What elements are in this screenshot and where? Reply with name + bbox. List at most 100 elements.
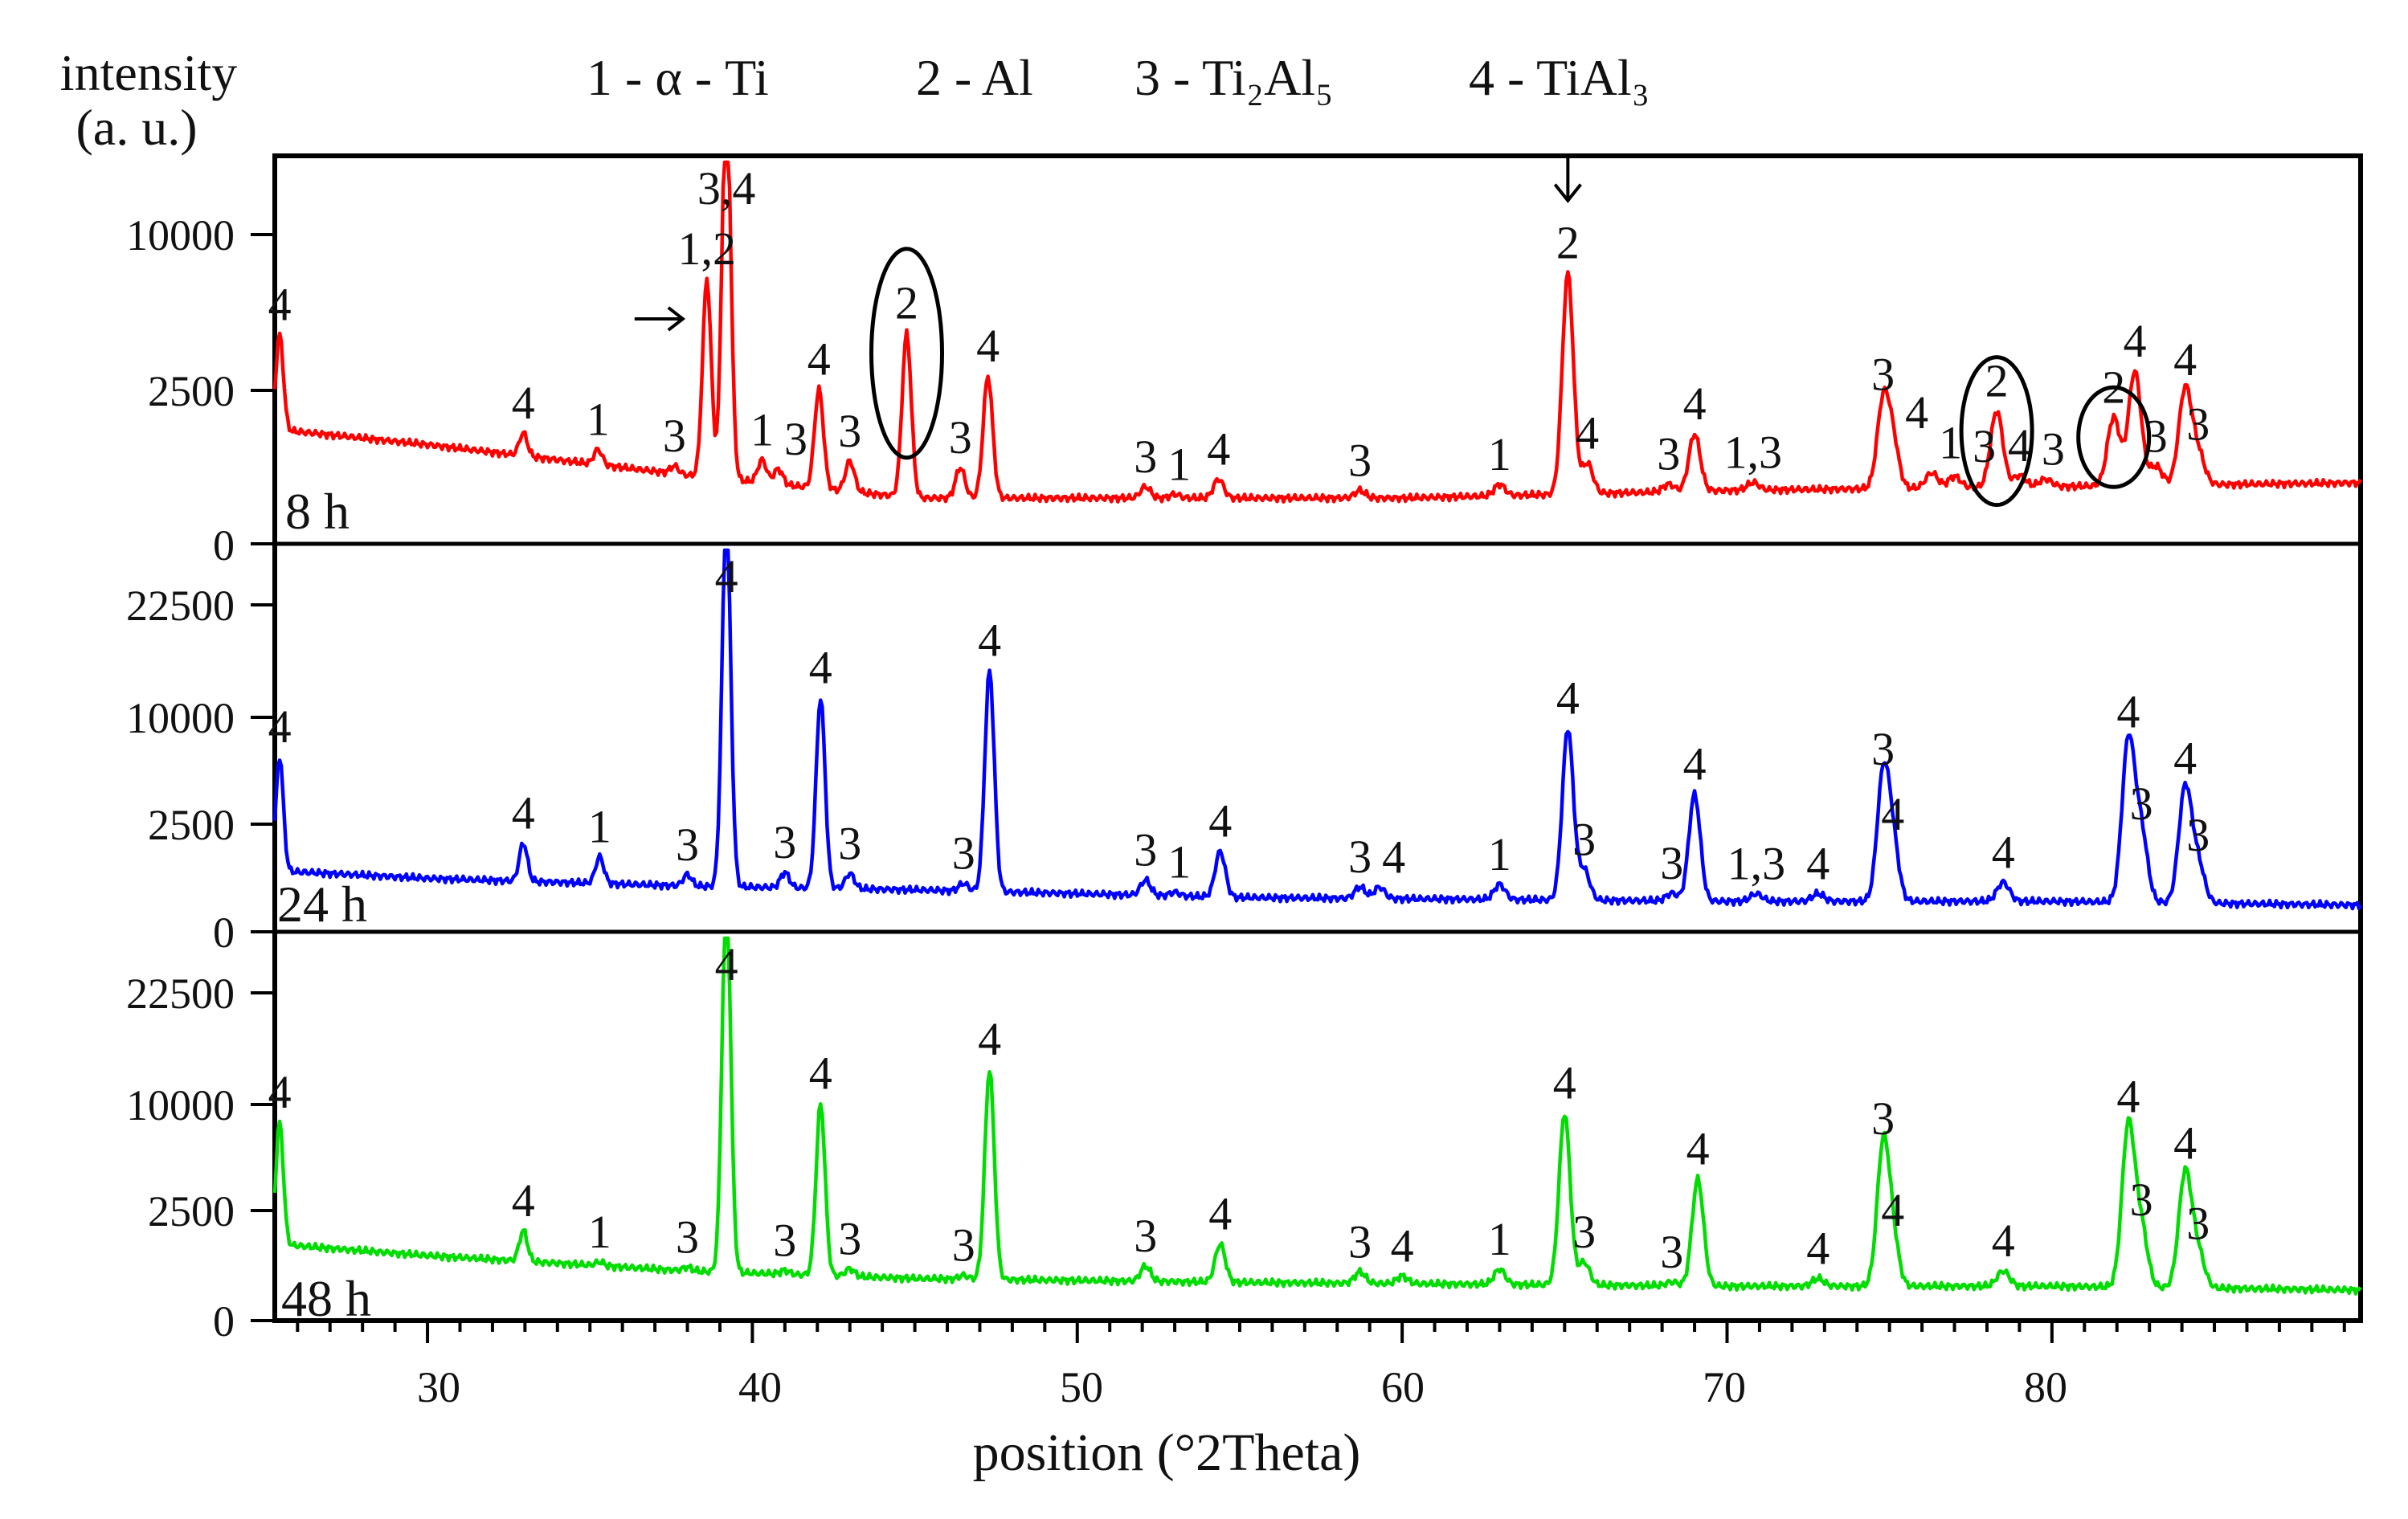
peak-label: 4 (512, 1174, 535, 1227)
peak-label: 4 (2124, 315, 2147, 367)
peak-label: 3,4 (697, 162, 756, 214)
peak-label: 4 (268, 278, 292, 330)
peak-label: 4 (1553, 1056, 1576, 1109)
y-tick-label: 0 (213, 521, 235, 570)
y-tick-label: 0 (213, 1297, 235, 1345)
x-tick-label: 40 (738, 1363, 782, 1411)
peak-label: 3 (1572, 1206, 1596, 1258)
peak-label: 3 (952, 827, 975, 880)
x-tick-label: 80 (2024, 1363, 2067, 1411)
y-tick-label: 2500 (148, 801, 235, 849)
peak-label: 4 (1683, 738, 1707, 790)
peak-label: 1,3 (1724, 427, 1783, 479)
peak-label: 4 (978, 614, 1001, 666)
peak-label: 3 (952, 1219, 975, 1272)
annotation-arrow (634, 306, 686, 332)
x-tick-label: 50 (1060, 1363, 1103, 1411)
legend-item-al: 2 - Al (916, 49, 1033, 106)
y-tick-label: 10000 (126, 1081, 235, 1129)
peak-highlight-ellipse (1959, 355, 2034, 508)
peak-label: 4 (512, 377, 535, 429)
peak-label: 3 (1348, 831, 1372, 883)
peak-highlight-ellipse (2076, 385, 2152, 489)
plot-frame (272, 153, 2363, 1323)
peak-label: 3 (2042, 423, 2065, 475)
peak-label: 4 (1881, 1184, 1904, 1236)
peak-label: 1 (588, 801, 611, 853)
peak-label: 3 (1871, 349, 1895, 401)
peak-label: 4 (2173, 733, 2197, 785)
peak-label: 4 (1806, 1223, 1830, 1275)
peak-label: 1 (1488, 428, 1511, 480)
x-tick-label: 70 (1703, 1363, 1746, 1411)
y-tick-label: 10000 (126, 694, 235, 742)
peak-label: 3 (1348, 1215, 1372, 1268)
peak-label: 4 (268, 700, 292, 753)
peak-label: 3 (1134, 1210, 1157, 1262)
peak-label: 1 (1167, 438, 1191, 490)
legend-item-ti2al5: 3 - Ti₂Al₅ (1134, 49, 1333, 106)
y-tick-label: 22500 (126, 582, 235, 630)
peak-label: 3 (1660, 837, 1683, 889)
y-axis-label-line1: intensity (60, 44, 237, 101)
peak-label: 4 (1683, 378, 1707, 430)
trace-48h (272, 936, 2362, 1296)
peak-label: 3 (838, 1212, 861, 1264)
peak-label: 4 (807, 333, 831, 386)
peak-label: 3 (1973, 420, 1996, 472)
y-axis-label-line2: (a. u.) (76, 99, 197, 156)
peak-label: 3 (2130, 778, 2153, 830)
peak-label: 4 (1992, 826, 2015, 878)
peak-label: 3 (838, 817, 861, 869)
peak-label: 4 (809, 1047, 832, 1100)
x-tick-label: 60 (1381, 1363, 1425, 1411)
panel-label-8h: 8 h (285, 483, 350, 540)
peak-label: 4 (512, 787, 535, 839)
peak-label: 1 (750, 403, 774, 455)
peak-label: 4 (1992, 1215, 2015, 1267)
peak-label: 3 (1657, 428, 1680, 480)
peak-label: 4 (1382, 831, 1405, 883)
peak-label: 2 (1556, 217, 1580, 269)
y-tick-label: 0 (213, 909, 235, 957)
peak-label: 3 (2130, 1174, 2153, 1226)
peak-label: 3 (1348, 435, 1372, 487)
panel-label-48h: 48 h (281, 1270, 371, 1327)
peak-label: 4 (2116, 1070, 2140, 1122)
peak-label: 3 (1134, 431, 1157, 483)
peak-label: 4 (2116, 686, 2140, 738)
annotation-arrow (1553, 156, 1582, 203)
panel-label-24h: 24 h (277, 876, 367, 933)
peak-label: 4 (1208, 1188, 1232, 1240)
y-tick-label: 2500 (148, 367, 235, 415)
peak-label: 3 (2186, 1198, 2210, 1250)
peak-label: 3 (1134, 824, 1157, 876)
peak-label: 4 (1207, 423, 1230, 475)
peak-label: 1,3 (1727, 838, 1786, 890)
annotations (634, 156, 2152, 508)
peak-label: 3 (773, 1214, 796, 1266)
peak-label: 4 (268, 1066, 292, 1118)
peak-label: 3 (676, 819, 699, 871)
trace-8h (272, 160, 2362, 504)
y-tick-label: 2500 (148, 1187, 235, 1235)
peak-label: 4 (1391, 1220, 1414, 1272)
peak-label: 1 (1488, 828, 1511, 880)
peak-label: 4 (1208, 795, 1232, 847)
peak-label: 4 (1556, 672, 1580, 725)
peak-highlight-ellipse (869, 247, 944, 460)
peak-label: 4 (809, 641, 832, 693)
peak-label: 2 (1985, 355, 2009, 407)
peak-label: 4 (1576, 407, 1599, 459)
x-axis-label: position (°2Theta) (973, 1423, 1361, 1482)
peak-label: 2 (895, 277, 918, 329)
peak-label: 1 (588, 1206, 611, 1258)
legend-item-tial3: 4 - TiAl₃ (1469, 49, 1650, 106)
peak-label: 3 (676, 1211, 699, 1263)
peak-label: 3 (2186, 398, 2210, 451)
peak-label: 3 (949, 411, 972, 463)
peak-label: 3 (773, 816, 796, 868)
peak-label: 4 (2173, 333, 2197, 386)
peak-label: 3 (2186, 809, 2210, 861)
